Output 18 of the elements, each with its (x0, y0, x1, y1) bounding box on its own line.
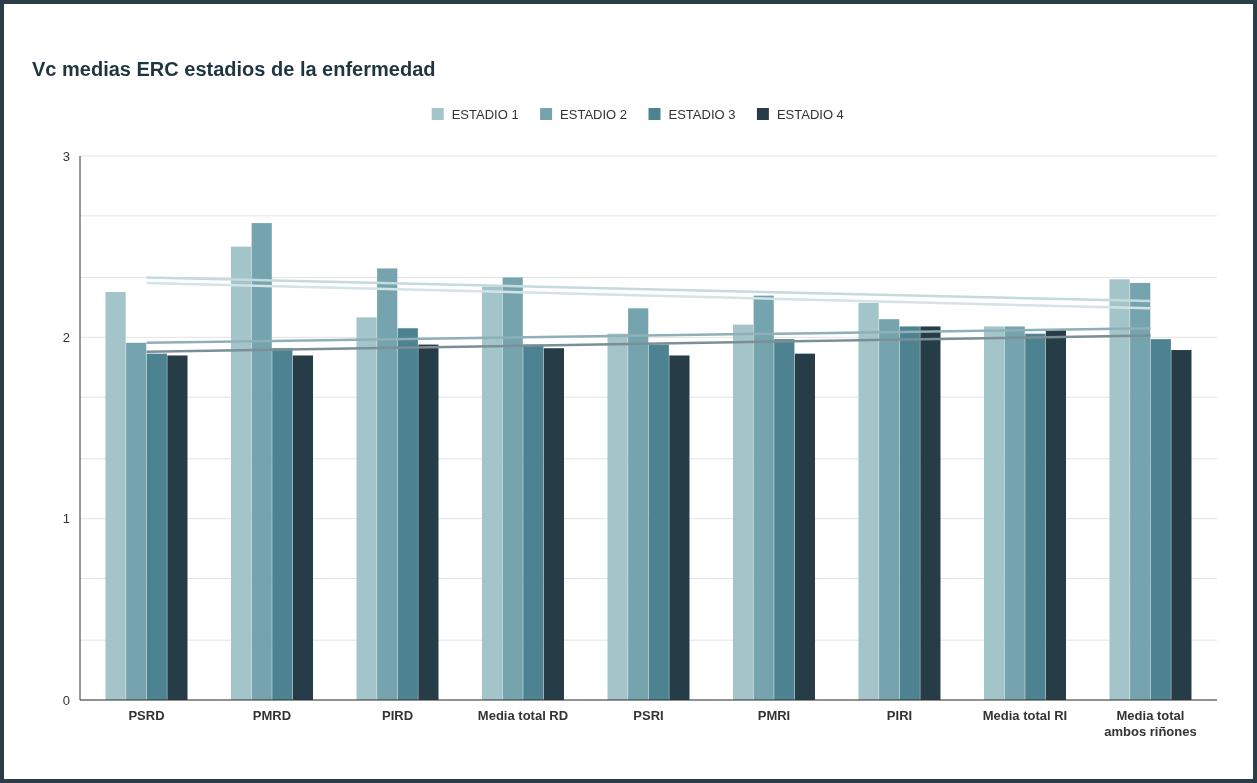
legend-label: ESTADIO 1 (451, 106, 519, 122)
legend-label: ESTADIO 2 (560, 106, 628, 122)
x-tick-label: PIRD (381, 708, 414, 723)
y-tick-label: 0 (62, 692, 70, 708)
x-tick-label: Media total RI (982, 708, 1068, 723)
legend-label: ESTADIO 4 (776, 106, 844, 122)
x-tick-label: Media total ambos riñones (1104, 708, 1197, 739)
y-tick-label: 3 (62, 148, 70, 164)
x-tick-label: PIRI (886, 708, 913, 723)
y-tick-label: 2 (62, 329, 70, 345)
x-tick-label: PSRI (633, 708, 664, 723)
x-tick-label: PSRD (128, 708, 165, 723)
legend-label: ESTADIO 3 (668, 106, 736, 122)
x-tick-label: PMRI (757, 708, 791, 723)
y-tick-label: 1 (62, 511, 70, 527)
chart-title: Vc medias ERC estadios de la enfermedad (32, 58, 436, 80)
x-tick-label: PMRD (252, 708, 292, 723)
x-tick-label: Media total RD (477, 708, 569, 723)
